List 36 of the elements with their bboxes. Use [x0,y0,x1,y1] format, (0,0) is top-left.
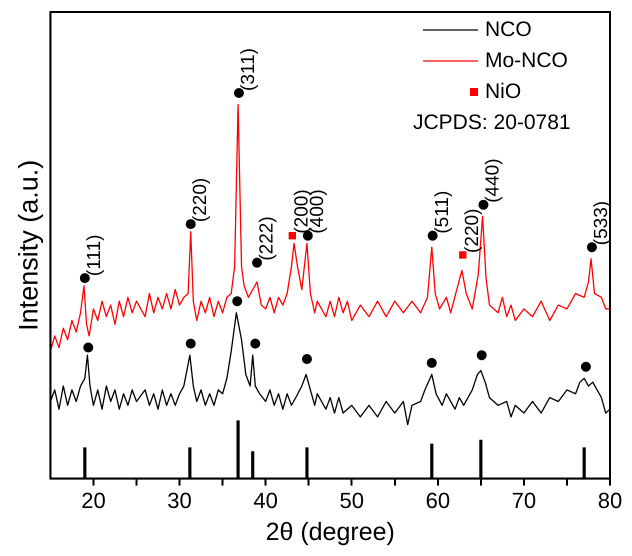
point [580,362,591,372]
point [302,354,312,364]
x-tick-label: 60 [426,488,450,513]
annotation: (111) [84,234,106,276]
x-tick-label: 30 [167,488,192,513]
annotation: (311) [238,48,260,91]
x-tick-label: 50 [339,488,364,513]
legend-label: NCO [485,18,532,41]
point [250,338,260,349]
y-axis-title: Intensity (a.u.) [14,160,44,331]
point [186,338,196,349]
legend-label: NiO [485,80,522,103]
point [186,219,196,230]
x-tick-label: 70 [512,488,536,513]
legend-label: Mo-NCO [485,48,568,72]
x-axis-title: 2θ (degree) [266,518,395,546]
annotation: (222) [256,216,278,261]
annotation: (200) [292,189,313,234]
x-tick-label: 80 [598,488,622,513]
point [426,358,437,368]
annotation: (220) [190,178,211,222]
point [252,258,262,268]
point [476,350,487,360]
point [288,232,296,240]
point [459,251,466,259]
annotation: (220) [462,208,484,253]
point [232,296,242,306]
annotation: JCPDS: 20-0781 [413,110,571,134]
annotation: (440) [482,158,504,203]
point [83,342,94,352]
point [80,273,90,284]
point [428,230,438,241]
annotation: (533) [591,200,612,246]
x-tick-label: 40 [253,488,278,513]
x-tick-label: 20 [81,488,106,513]
annotation: (511) [432,190,453,234]
